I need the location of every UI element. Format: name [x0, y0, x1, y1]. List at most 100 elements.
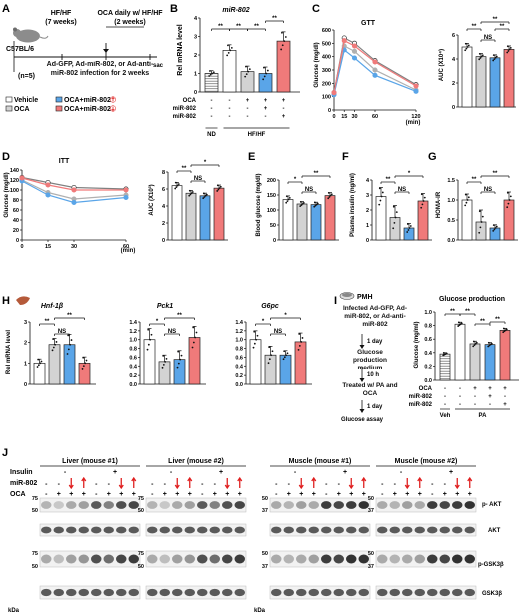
marker-label: 50: [262, 551, 268, 557]
bar: [296, 203, 308, 241]
data-point: [407, 229, 410, 231]
blot-title: Liver (mouse #1): [62, 458, 118, 465]
oca-value: +: [455, 491, 459, 498]
band: [128, 526, 139, 534]
arrow-down-icon: [298, 478, 304, 490]
blot-strip: [375, 550, 477, 568]
data-point: [328, 196, 331, 198]
y-tick-label: 0.2: [424, 364, 432, 370]
band: [66, 554, 77, 564]
band: [333, 526, 344, 534]
data-point: [393, 222, 396, 224]
panel-label-j: J: [2, 447, 8, 459]
bar: [475, 221, 487, 241]
bar: [324, 195, 336, 241]
band: [358, 501, 369, 509]
band: [234, 554, 245, 564]
condition-rows: OCA - - + + + miR-802 - - - + - miR-802 - - - - + ND HF/HF: [173, 98, 290, 138]
series-point: [372, 67, 378, 73]
band: [128, 554, 139, 564]
panel-label-c: C: [312, 3, 320, 15]
mir-value: -: [338, 481, 341, 488]
panel-label-h: H: [2, 295, 10, 307]
data-point: [492, 59, 495, 62]
y-tick-label: 0.2: [129, 373, 137, 379]
y-tick-label: 80: [13, 198, 19, 204]
band: [333, 501, 344, 509]
x-tick-label: 120: [411, 114, 420, 120]
y-tick-label: 0: [328, 108, 331, 114]
oca-value: +: [418, 491, 422, 498]
data-point: [191, 191, 194, 193]
y-tick-label: 600: [322, 28, 331, 34]
data-point: [490, 342, 493, 345]
data-point: [494, 227, 497, 229]
insulin-minus: -: [294, 469, 297, 476]
sig-label: **: [480, 319, 485, 325]
data-point: [493, 58, 496, 61]
row-label: OCA: [183, 98, 197, 104]
row-label-mir802: miR-802: [10, 480, 37, 487]
band: [308, 501, 319, 509]
y-tick-label: 6: [452, 33, 455, 39]
y-tick-label: 0.8: [424, 324, 432, 330]
data-point: [442, 352, 445, 354]
data-point: [281, 44, 284, 47]
arrow-down-icon: [348, 478, 354, 490]
data-point: [392, 205, 395, 208]
series-point: [331, 90, 337, 96]
y-tick-label: 40: [13, 218, 19, 224]
y-tick-label: 1: [194, 72, 197, 78]
data-point: [406, 223, 409, 225]
y-tick-label: 4: [194, 16, 198, 22]
data-point: [467, 44, 470, 47]
band: [271, 588, 282, 597]
data-point: [150, 333, 153, 336]
data-point: [267, 362, 270, 365]
oca-value: +: [468, 491, 472, 498]
mir-value: -: [381, 481, 384, 488]
band: [358, 554, 369, 564]
oca-value: -: [151, 491, 154, 498]
bar: [276, 40, 291, 93]
data-point: [253, 330, 256, 333]
y-tick-label: 0.8: [129, 347, 137, 353]
flow-step-assay: Glucose assay: [341, 417, 384, 423]
bar: [185, 192, 197, 241]
series-point: [45, 192, 51, 198]
insulin-plus: +: [449, 469, 453, 476]
band: [91, 526, 102, 534]
data-point: [219, 185, 222, 188]
band: [172, 554, 183, 564]
pmh-label: PMH: [357, 294, 373, 301]
band: [128, 501, 139, 509]
row-value: +: [264, 106, 268, 112]
y-tick-label: 0: [16, 238, 19, 244]
sig-label: NS: [168, 329, 176, 335]
band: [283, 554, 294, 564]
mir-value: -: [45, 481, 48, 488]
sig-label: NS: [305, 187, 313, 193]
data-point: [161, 366, 164, 369]
data-point: [229, 49, 232, 52]
sig-label: *: [262, 319, 265, 325]
oca-value: +: [188, 491, 192, 498]
y-tick-label: 1.4: [129, 320, 138, 326]
data-point: [256, 334, 259, 337]
data-point: [285, 354, 288, 357]
y-tick-label: 200: [322, 81, 331, 87]
data-point: [82, 356, 85, 359]
data-point: [287, 198, 290, 201]
bar: [279, 354, 292, 385]
data-point: [271, 350, 274, 353]
band: [296, 501, 307, 509]
kda-label-left: kDa: [8, 608, 20, 614]
oca-value: -: [381, 491, 384, 498]
bar-plot-pck1: 0.00.20.40.60.81.01.21.4 ***NS: [129, 313, 206, 388]
data-point: [313, 205, 316, 208]
data-point: [298, 333, 301, 335]
data-point: [422, 200, 425, 202]
data-point: [252, 346, 255, 349]
bar: [417, 200, 429, 241]
